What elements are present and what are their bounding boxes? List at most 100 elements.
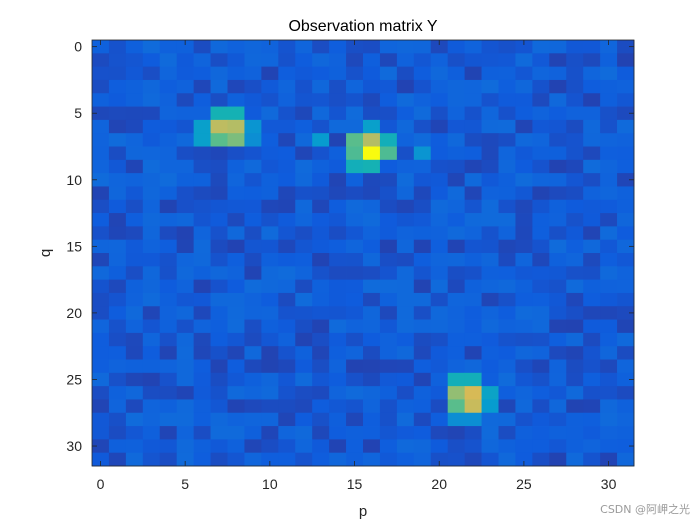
heatmap-cell	[532, 439, 550, 454]
heatmap-cell	[244, 199, 262, 214]
heatmap-cell	[329, 292, 347, 307]
heatmap-cell	[396, 332, 415, 347]
heatmap-cell	[210, 106, 228, 121]
heatmap-cells	[92, 40, 635, 467]
heatmap-cell	[430, 426, 449, 440]
heatmap-cell	[532, 279, 550, 294]
heatmap-cell	[193, 253, 211, 267]
heatmap-cell	[295, 199, 313, 214]
heatmap-cell	[176, 40, 195, 54]
heatmap-cell	[464, 292, 482, 307]
heatmap-cell	[396, 292, 415, 307]
heatmap-cell	[617, 119, 635, 134]
heatmap-cell	[108, 359, 127, 374]
heatmap-cell	[464, 213, 482, 227]
heatmap-cell	[600, 346, 618, 360]
heatmap-cell	[447, 199, 466, 214]
heatmap-cell	[193, 66, 211, 81]
heatmap-cell	[346, 292, 364, 307]
heatmap-cell	[583, 119, 601, 134]
heatmap-cell	[413, 266, 432, 281]
heatmap-cell	[244, 386, 262, 400]
heatmap-cell	[278, 199, 296, 214]
heatmap-cell	[481, 412, 499, 427]
heatmap-cell	[329, 146, 347, 161]
heatmap-cell	[413, 79, 432, 94]
heatmap-cell	[244, 93, 262, 107]
heatmap-cell	[396, 66, 415, 81]
heatmap-cell	[363, 452, 381, 467]
heatmap-cell	[125, 346, 144, 360]
heatmap-cell	[244, 319, 262, 334]
heatmap-cell	[295, 159, 313, 174]
heatmap-cell	[108, 306, 127, 320]
heatmap-cell	[566, 372, 584, 387]
heatmap-cell	[108, 93, 127, 107]
heatmap-cell	[329, 119, 347, 134]
heatmap-cell	[227, 159, 245, 174]
heatmap-cell	[600, 53, 618, 68]
heatmap-cell	[583, 439, 601, 454]
heatmap-cell	[600, 119, 618, 134]
heatmap-cell	[532, 399, 550, 414]
heatmap-cell	[278, 213, 296, 227]
heatmap-cell	[346, 146, 364, 161]
heatmap-cell	[92, 239, 110, 254]
heatmap-cell	[617, 439, 635, 454]
heatmap-cell	[346, 359, 364, 374]
heatmap-cell	[210, 306, 228, 320]
heatmap-cell	[379, 386, 398, 400]
heatmap-cell	[549, 292, 567, 307]
heatmap-cell	[532, 359, 550, 374]
heatmap-cell	[244, 213, 262, 227]
heatmap-cell	[498, 186, 516, 201]
heatmap-cell	[159, 399, 178, 414]
heatmap-cell	[430, 213, 449, 227]
heatmap-cell	[481, 239, 499, 254]
heatmap-cell	[210, 186, 228, 201]
heatmap-cell	[396, 372, 415, 387]
heatmap-cell	[125, 226, 144, 241]
heatmap-cell	[617, 346, 635, 360]
heatmap-cell	[464, 66, 482, 81]
heatmap-cell	[142, 292, 161, 307]
heatmap-cell	[515, 386, 533, 400]
heatmap-cell	[447, 146, 466, 161]
heatmap-cell	[396, 319, 415, 334]
heatmap-cell	[583, 79, 601, 94]
heatmap-cell	[413, 253, 432, 267]
heatmap-cell	[363, 66, 381, 81]
heatmap-cell	[464, 199, 482, 214]
heatmap-cell	[312, 66, 330, 81]
heatmap-cell	[108, 133, 127, 147]
heatmap-cell	[125, 306, 144, 320]
heatmap-cell	[329, 253, 347, 267]
heatmap-cell	[464, 332, 482, 347]
heatmap-cell	[396, 306, 415, 320]
heatmap-cell	[261, 93, 279, 107]
x-axis-label: p	[359, 503, 367, 520]
heatmap-cell	[498, 452, 516, 467]
heatmap-cell	[481, 93, 499, 107]
heatmap-cell	[498, 306, 516, 320]
heatmap-cell	[346, 93, 364, 107]
heatmap-cell	[176, 359, 195, 374]
heatmap-cell	[176, 146, 195, 161]
heatmap-cell	[464, 93, 482, 107]
heatmap-cell	[159, 452, 178, 467]
heatmap-cell	[261, 79, 279, 94]
heatmap-cell	[278, 306, 296, 320]
heatmap-cell	[346, 106, 364, 121]
heatmap-cell	[244, 439, 262, 454]
heatmap-cell	[227, 292, 245, 307]
heatmap-cell	[481, 386, 499, 400]
heatmap-cell	[413, 372, 432, 387]
heatmap-cell	[515, 173, 533, 187]
heatmap-cell	[396, 119, 415, 134]
heatmap-cell	[176, 452, 195, 467]
heatmap-cell	[159, 346, 178, 360]
heatmap-cell	[549, 93, 567, 107]
heatmap-cell	[566, 93, 584, 107]
x-axis-ticks: 0 5 10 15 20 25 30	[97, 40, 617, 492]
heatmap-cell	[210, 66, 228, 81]
